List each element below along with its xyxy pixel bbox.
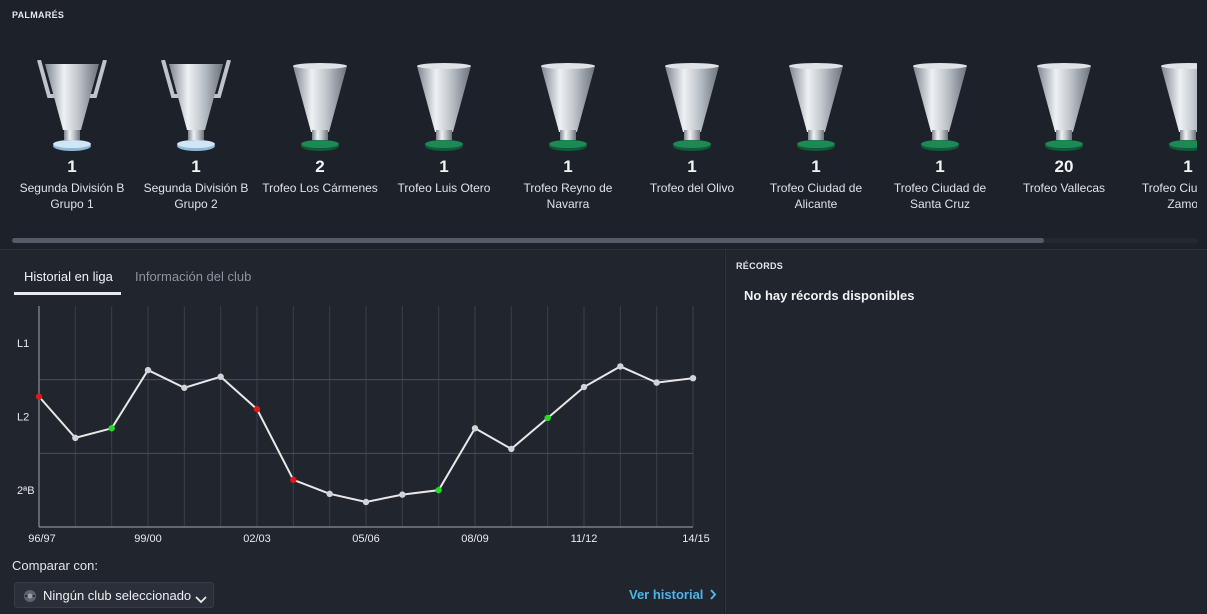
trophy-icon — [630, 60, 754, 152]
league-history-chart: L1 L2 2ªB 96/97 99/00 02/03 05/06 08/09 11/12 14/… — [17, 306, 710, 545]
season-point-normal — [144, 366, 152, 374]
trophy-count: 1 — [67, 157, 77, 176]
x-tick-label: 14/15 — [682, 533, 710, 545]
palmares-title: PALMARÉS — [12, 10, 65, 20]
trophy-item[interactable]: 1 Trofeo Luis Otero — [382, 60, 506, 196]
trophy-item[interactable]: 1 Segunda División B Grupo 1 — [10, 60, 134, 212]
season-point-normal — [617, 363, 624, 370]
season-point-normal — [653, 379, 660, 386]
trophy-count: 1 — [811, 157, 821, 176]
season-point-promoted — [544, 414, 551, 422]
season-point-normal — [689, 374, 697, 382]
trophy-icon — [258, 60, 382, 152]
horizontal-scrollbar-thumb[interactable] — [12, 238, 1044, 243]
trophy-name: Trofeo del Olivo — [649, 181, 735, 195]
season-point-normal — [72, 434, 79, 442]
trophy-icon — [878, 60, 1002, 152]
chevron-right-icon — [707, 587, 717, 602]
y-tick-label: 2ªB — [17, 485, 35, 497]
x-tick-label: 11/12 — [571, 533, 598, 545]
season-point-normal — [362, 498, 370, 506]
trophy-count: 1 — [687, 157, 697, 176]
trophy-count: 1 — [191, 157, 201, 176]
trophy-name: Trofeo Reyno de Navarra — [523, 181, 613, 211]
trophy-list[interactable]: 1 Segunda División B Grupo 1 1 Segunda Divi… — [0, 0, 1197, 249]
trophy-item[interactable]: 1 Trofeo Ciudad de Zamora — [1126, 60, 1197, 212]
y-tick-label: L2 — [17, 412, 29, 424]
trophy-icon — [134, 60, 258, 152]
tab-informacion-del-club[interactable]: Información del club — [135, 269, 252, 284]
season-point-normal — [399, 491, 406, 498]
trophy-name: Trofeo Ciudad de Santa Cruz — [893, 181, 987, 211]
ver-historial-link[interactable]: Ver historial — [629, 587, 717, 602]
season-point-relegated — [35, 393, 43, 400]
records-panel: RÉCORDS No hay récords disponibles — [725, 250, 1207, 614]
x-tick-label: 96/97 — [28, 533, 56, 545]
season-point-normal — [181, 384, 188, 391]
trophy-icon — [10, 60, 134, 152]
season-point-relegated — [290, 476, 297, 484]
records-empty-message: No hay récords disponibles — [744, 288, 915, 303]
trophy-item[interactable]: 20 Trofeo Vallecas — [1002, 60, 1126, 196]
trophy-item[interactable]: 2 Trofeo Los Cármenes — [258, 60, 382, 196]
trophy-count: 1 — [1183, 157, 1193, 176]
season-point-normal — [580, 383, 588, 391]
trophy-icon — [1002, 60, 1126, 152]
tab-historial-en-liga[interactable]: Historial en liga — [24, 269, 113, 284]
trophy-name: Segunda División B Grupo 1 — [19, 181, 125, 211]
league-history-panel: Historial en liga Información del club L… — [0, 250, 724, 614]
chevron-down-icon — [195, 591, 207, 609]
x-tick-label: 99/00 — [134, 533, 162, 545]
season-point-promoted — [108, 425, 115, 432]
club-badge-icon — [23, 589, 37, 608]
trophy-item[interactable]: 1 Trofeo Ciudad de Alicante — [754, 60, 878, 212]
trophy-item[interactable]: 1 Trofeo del Olivo — [630, 60, 754, 196]
x-tick-label: 05/06 — [352, 533, 380, 545]
palmares-panel: PALMARÉS 1 Segunda División B Grupo 1 1 Seg… — [0, 0, 1207, 250]
season-point-normal — [326, 490, 333, 498]
trophy-count: 2 — [315, 157, 325, 176]
trophy-count: 20 — [1054, 157, 1074, 176]
trophy-name: Trofeo Vallecas — [1022, 181, 1106, 195]
trophy-icon — [382, 60, 506, 152]
compare-label: Comparar con: — [12, 558, 98, 573]
trophy-item[interactable]: 1 Segunda División B Grupo 2 — [134, 60, 258, 212]
trophy-name: Trofeo Luis Otero — [397, 181, 491, 195]
trophy-icon — [1126, 60, 1197, 152]
trophy-icon — [754, 60, 878, 152]
compare-club-value: Ningún club seleccionado — [43, 588, 192, 603]
trophy-count: 1 — [439, 157, 449, 176]
trophy-icon — [506, 60, 630, 152]
season-point-normal — [471, 425, 479, 432]
season-point-normal — [508, 445, 515, 453]
season-point-promoted — [435, 486, 442, 494]
y-tick-label: L1 — [17, 338, 29, 350]
season-point-relegated — [253, 405, 261, 413]
compare-club-dropdown[interactable]: Ningún club seleccionado — [14, 582, 214, 608]
trophy-name: Trofeo Los Cármenes — [262, 181, 378, 195]
x-tick-label: 02/03 — [243, 533, 271, 545]
trophy-count: 1 — [563, 157, 573, 176]
ver-historial-label: Ver historial — [629, 587, 704, 602]
trophy-name: Trofeo Ciudad de Zamora — [1141, 181, 1197, 211]
x-tick-label: 08/09 — [461, 533, 489, 545]
season-point-normal — [217, 373, 224, 380]
active-tab-indicator — [14, 292, 121, 295]
trophy-item[interactable]: 1 Trofeo Ciudad de Santa Cruz — [878, 60, 1002, 212]
records-title: RÉCORDS — [736, 261, 784, 271]
trophy-item[interactable]: 1 Trofeo Reyno de Navarra — [506, 60, 630, 212]
trophy-name: Trofeo Ciudad de Alicante — [769, 181, 863, 211]
trophy-count: 1 — [935, 157, 945, 176]
trophy-name: Segunda División B Grupo 2 — [143, 181, 249, 211]
